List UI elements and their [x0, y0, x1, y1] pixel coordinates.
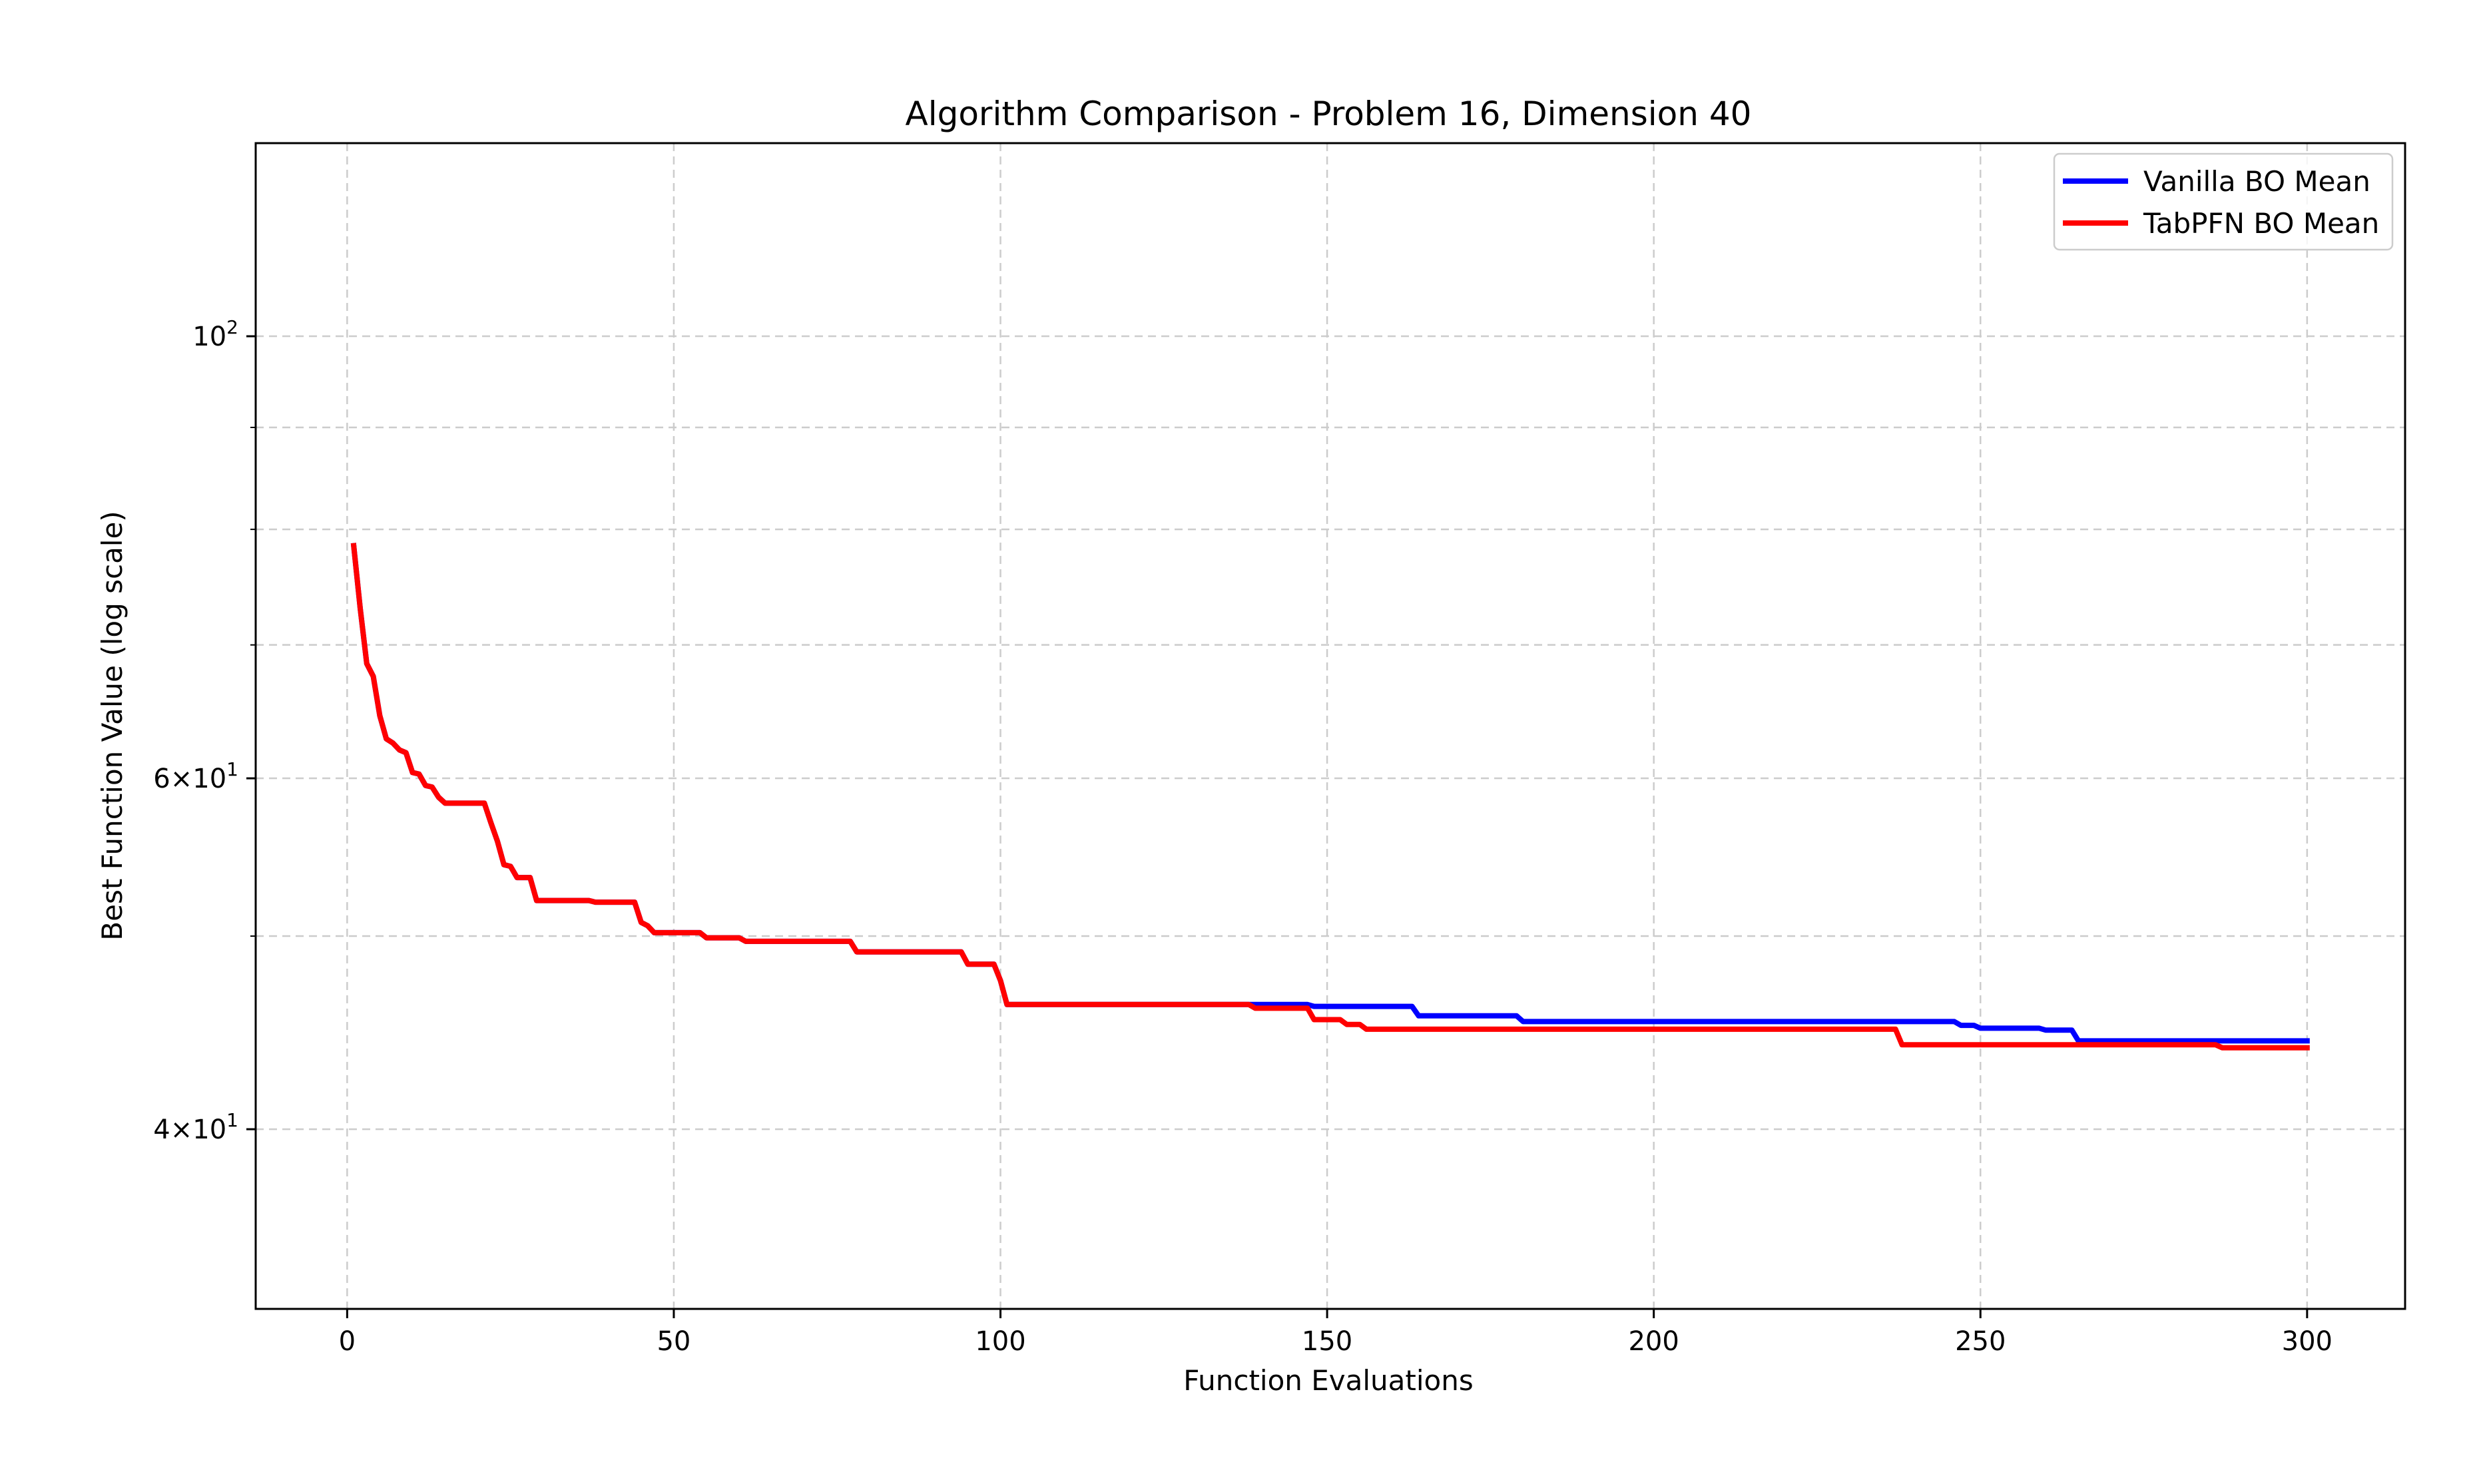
x-tick-label: 0	[339, 1326, 356, 1357]
x-tick-label: 100	[975, 1326, 1025, 1357]
legend: Vanilla BO Mean TabPFN BO Mean	[2053, 152, 2394, 251]
x-axis-label: Function Evaluations	[1183, 1364, 1473, 1397]
x-tick-label: 50	[657, 1326, 690, 1357]
grid-lines	[256, 143, 2405, 1309]
y-tick-label: 4×101	[153, 1109, 238, 1145]
y-tick-label: 6×101	[153, 758, 238, 794]
y-tick-label: 102	[192, 316, 238, 352]
legend-box	[2053, 152, 2394, 251]
y-axis-label: Best Function Value (log scale)	[96, 511, 129, 940]
legend-label-vanilla: Vanilla BO Mean	[2143, 165, 2370, 198]
x-tick-label: 300	[2282, 1326, 2333, 1357]
x-axis-ticks: 0 50 100 150 200 250 300	[339, 1309, 2333, 1357]
x-tick-label: 150	[1302, 1326, 1352, 1357]
series-line-vanilla-bo	[350, 543, 2310, 1044]
y-axis-ticks: 102 6×101 4×101	[153, 316, 256, 1145]
x-tick-label: 250	[1955, 1326, 2006, 1357]
plot-frame	[254, 142, 2406, 1310]
chart-title: Algorithm Comparison - Problem 16, Dimen…	[906, 95, 1752, 133]
x-tick-label: 200	[1628, 1326, 1679, 1357]
legend-label-tabpfn: TabPFN BO Mean	[2143, 207, 2379, 240]
series-lines	[350, 543, 2310, 1051]
series-line-tabpfn-bo	[350, 543, 2310, 1051]
